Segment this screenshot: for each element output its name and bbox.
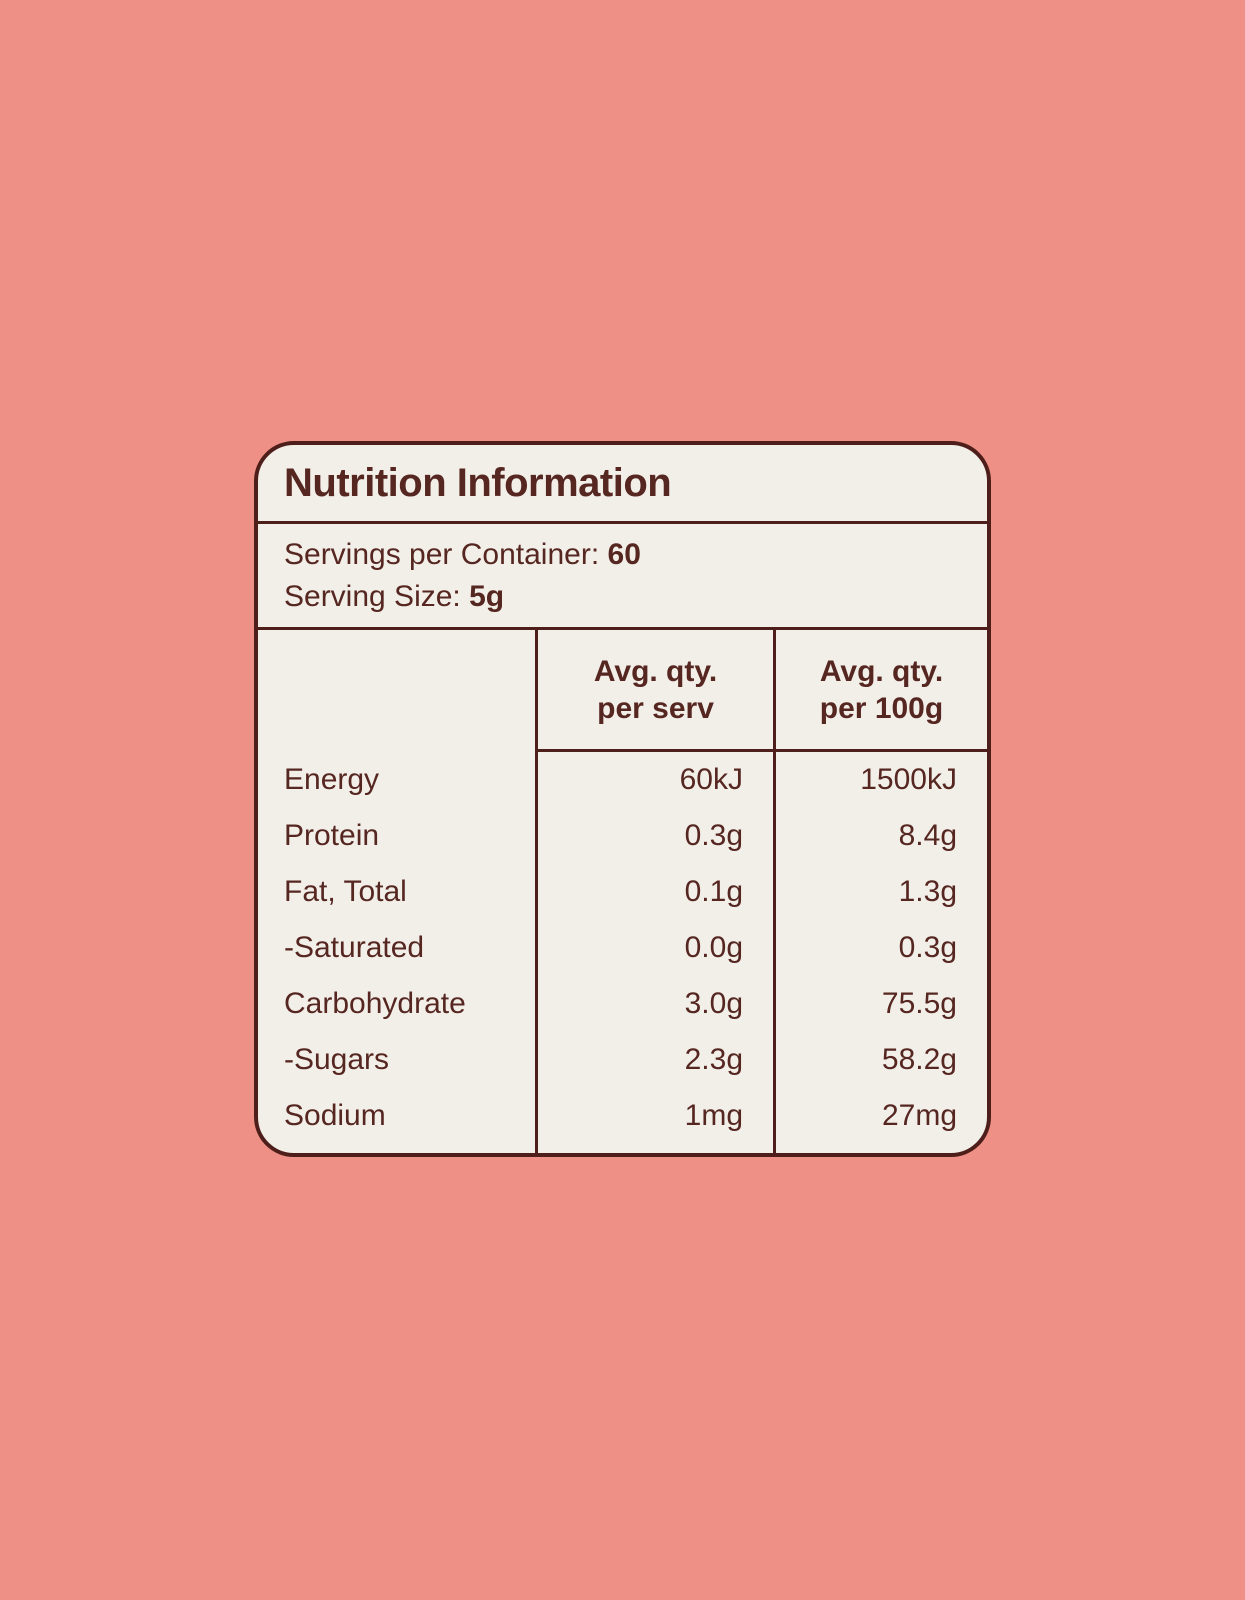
column-header-per-100g-line1: Avg. qty. <box>819 654 944 688</box>
servings-per-container-label: Servings per Container: <box>284 537 600 571</box>
row-label-sugars: -Sugars <box>284 1043 390 1076</box>
row-value-sugars-per-100g: 58.2g <box>773 1032 987 1088</box>
serving-size-line: Serving Size: 5g <box>284 576 987 618</box>
row-value-energy-per-100g: 1500kJ <box>773 752 987 808</box>
row-value-carbohydrate-per-serv: 3.0g <box>535 976 773 1032</box>
servings-section: Servings per Container: 60 Serving Size:… <box>258 524 987 630</box>
nutrition-panel: Nutrition Information Servings per Conta… <box>254 441 991 1157</box>
servings-per-container-line: Servings per Container: 60 <box>284 534 987 576</box>
row-value-sodium-per-serv: 1mg <box>535 1088 773 1144</box>
table-filler-per-serv-col <box>535 1144 773 1153</box>
row-value-energy-per-serv: 60kJ <box>535 752 773 808</box>
column-header-per-serv-line1: Avg. qty. <box>593 654 718 688</box>
serving-size-value: 5g <box>469 579 505 613</box>
table-filler-per-100g-col <box>773 1144 987 1153</box>
row-value-saturated-per-serv: 0.0g <box>535 920 773 976</box>
row-value-protein-per-serv: 0.3g <box>535 808 773 864</box>
servings-per-container-value: 60 <box>607 537 641 571</box>
row-value-fat-total-per-serv: 0.1g <box>535 864 773 920</box>
row-value-protein-per-100g: 8.4g <box>773 808 987 864</box>
row-value-carbohydrate-per-100g: 75.5g <box>773 976 987 1032</box>
serving-size-label: Serving Size: <box>284 579 461 613</box>
row-value-fat-total-per-100g: 1.3g <box>773 864 987 920</box>
row-label-saturated: -Saturated <box>284 931 425 964</box>
row-value-saturated-per-100g: 0.3g <box>773 920 987 976</box>
panel-title: Nutrition Information <box>284 460 672 505</box>
row-label-sodium: Sodium <box>284 1099 386 1132</box>
nutrition-table: Avg. qty. per serv Avg. qty. per 100g En… <box>258 630 987 1153</box>
row-label-protein: Protein <box>284 819 380 852</box>
column-header-per-serv-line2: per serv <box>597 691 714 725</box>
column-header-per-100g-line2: per 100g <box>819 691 944 725</box>
column-header-per-serv: Avg. qty. per serv <box>535 630 773 752</box>
row-value-sugars-per-serv: 2.3g <box>535 1032 773 1088</box>
column-header-spacer <box>258 630 535 752</box>
column-header-per-100g: Avg. qty. per 100g <box>773 630 987 752</box>
row-value-sodium-per-100g: 27mg <box>773 1088 987 1144</box>
table-filler-label-col <box>258 1144 535 1153</box>
panel-title-section: Nutrition Information <box>258 445 987 524</box>
row-label-energy: Energy <box>284 763 380 796</box>
row-label-carbohydrate: Carbohydrate <box>284 987 466 1020</box>
row-label-fat-total: Fat, Total <box>284 875 407 908</box>
